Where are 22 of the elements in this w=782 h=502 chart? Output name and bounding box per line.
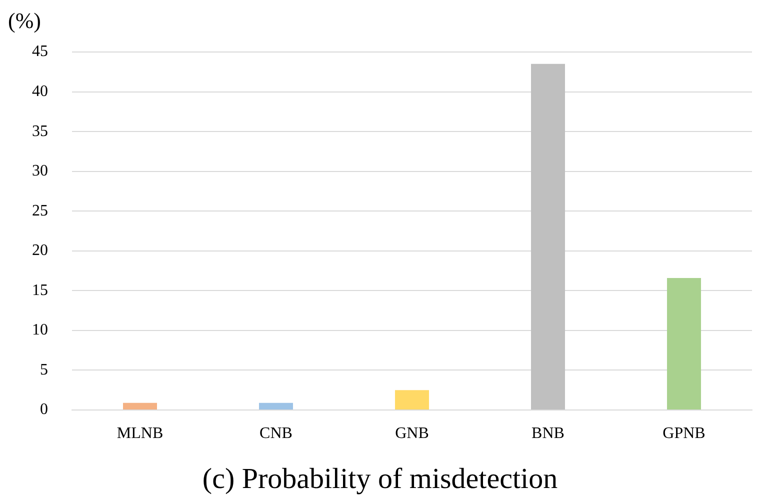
bar bbox=[667, 278, 701, 410]
y-tick-label: 20 bbox=[32, 242, 48, 260]
x-tick-label: GNB bbox=[395, 424, 429, 442]
text: (c) Probability of misdetection bbox=[202, 463, 558, 496]
y-tick-label: 35 bbox=[32, 122, 48, 140]
y-tick-label: 25 bbox=[32, 202, 48, 220]
bar bbox=[259, 402, 293, 410]
y-tick-label: 0 bbox=[40, 401, 48, 418]
x-tick-label: MLNB bbox=[116, 424, 164, 442]
y-tick-label: 45 bbox=[32, 43, 48, 60]
y-tick-label: 40 bbox=[32, 82, 48, 100]
bar bbox=[123, 402, 157, 410]
bar bbox=[531, 64, 565, 410]
x-tick-label: CNB bbox=[260, 424, 292, 442]
bar bbox=[395, 390, 429, 410]
y-tick-label: 30 bbox=[32, 162, 48, 180]
x-tick-label: BNB bbox=[532, 424, 564, 442]
y-tick-label: 15 bbox=[32, 282, 48, 299]
x-tick-label: GPNB bbox=[662, 424, 706, 442]
y-axis-title: (%) bbox=[8, 8, 41, 34]
y-tick-label: 10 bbox=[32, 322, 48, 339]
y-tick-label: 5 bbox=[40, 361, 48, 378]
